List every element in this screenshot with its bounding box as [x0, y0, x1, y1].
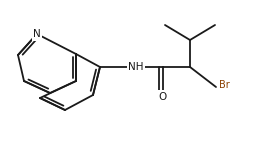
Text: Br: Br [219, 80, 229, 90]
Text: NH: NH [128, 62, 144, 72]
Text: N: N [33, 29, 41, 39]
Text: O: O [159, 92, 167, 102]
